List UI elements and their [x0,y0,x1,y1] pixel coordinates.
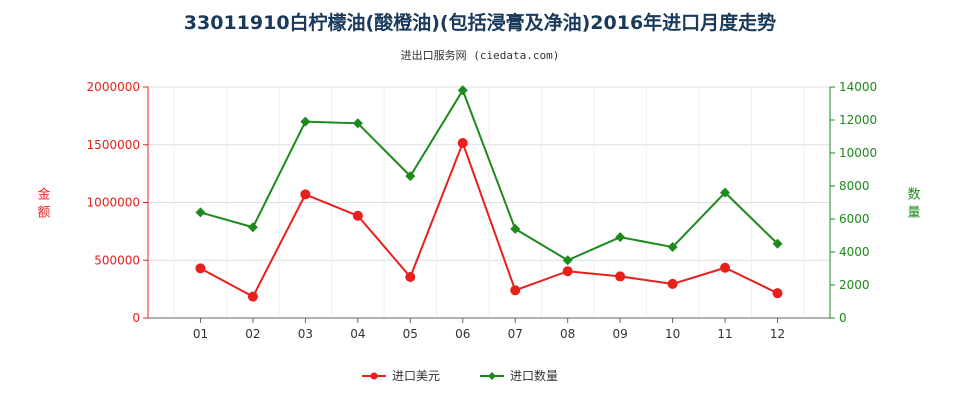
data-point[interactable] [772,238,783,249]
data-point[interactable] [615,271,626,282]
data-point[interactable] [300,189,311,200]
data-point[interactable] [247,291,258,302]
right-tick-label: 6000 [839,212,870,226]
x-tick-label: 06 [455,327,470,341]
left-tick-label: 2000000 [87,80,140,94]
series-1 [195,138,783,302]
data-point[interactable] [195,207,206,218]
data-point[interactable] [667,278,678,289]
x-tick-label: 03 [298,327,313,341]
right-tick-label: 0 [839,311,847,325]
x-tick-label: 08 [560,327,575,341]
data-point[interactable] [352,210,363,221]
data-point[interactable] [772,288,783,299]
series-line [200,88,779,262]
series-line [199,140,778,298]
right-tick-label: 10000 [839,146,877,160]
chart-title: 33011910白柠檬油(酸橙油)(包括浸膏及净油)2016年进口月度走势 [183,12,777,34]
left-axis-label-char: 额 [37,206,50,221]
axes [143,86,835,323]
data-point[interactable] [510,285,521,296]
x-tick-label: 12 [770,327,785,341]
data-point[interactable] [457,85,468,96]
legend-item[interactable]: 进口数量 [480,368,558,383]
data-point[interactable] [247,222,258,233]
data-point[interactable] [405,171,416,182]
right-tick-label: 4000 [839,245,870,259]
right-tick-label: 8000 [839,179,870,193]
x-tick-label: 05 [403,327,418,341]
left-tick-label: 500000 [94,253,140,267]
right-axis-label: 数量 [907,188,920,221]
legend-swatch-marker [488,372,496,380]
right-tick-label: 12000 [839,113,877,127]
legend[interactable]: 进口美元 进口数量 [362,368,558,383]
x-tick-label: 09 [613,327,628,341]
data-point[interactable] [300,116,311,127]
left-tick-label: 1500000 [87,138,140,152]
right-tick-label: 2000 [839,278,870,292]
data-point[interactable] [562,266,573,277]
chart-subtitle: 进出口服务网 (ciedata.com) [400,49,560,62]
data-point[interactable] [405,271,416,282]
data-point[interactable] [720,262,731,273]
left-tick-label: 1000000 [87,196,140,210]
left-axis-label: 金额 [37,187,50,221]
series-layer [195,85,783,302]
data-point[interactable] [352,118,363,129]
data-point[interactable] [510,223,521,234]
data-point[interactable] [195,263,206,274]
series-2 [195,85,783,266]
data-point[interactable] [720,187,731,198]
data-point[interactable] [615,232,626,243]
data-point[interactable] [667,242,678,253]
axis-labels: 金额 数量 [37,187,920,221]
tick-labels: 0 500000 1000000 1500000 2000000 0 2000 4000 600… [87,80,878,341]
legend-item[interactable]: 进口美元 [362,369,440,383]
data-point[interactable] [562,255,573,266]
x-tick-label: 11 [717,327,732,341]
x-tick-label: 02 [245,327,260,341]
legend-label: 进口数量 [510,368,558,383]
legend-swatch-marker [370,372,378,380]
right-tick-label: 14000 [839,80,877,94]
legend-label: 进口美元 [392,369,440,383]
data-point[interactable] [457,138,468,149]
right-axis-label-char: 量 [907,206,920,221]
left-axis-label-char: 金 [37,187,50,203]
x-tick-label: 07 [508,327,523,341]
right-axis-label-char: 数 [907,188,920,203]
x-tick-label: 04 [350,327,365,341]
x-tick-label: 10 [665,327,680,341]
left-tick-label: 0 [132,311,140,325]
x-tick-label: 01 [193,327,208,341]
